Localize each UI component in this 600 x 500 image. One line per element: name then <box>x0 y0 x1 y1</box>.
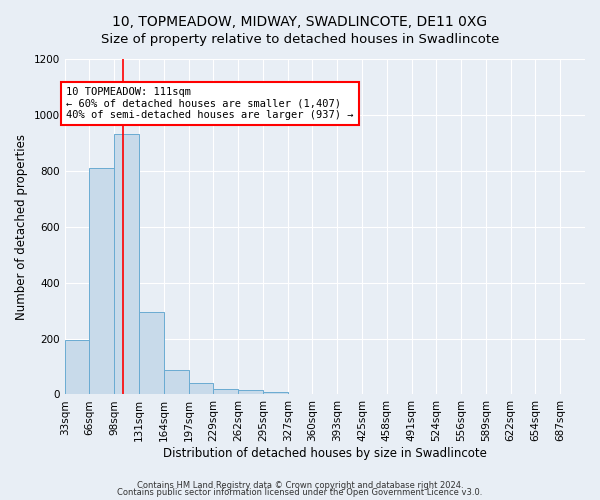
Bar <box>114 134 139 394</box>
Text: 10, TOPMEADOW, MIDWAY, SWADLINCOTE, DE11 0XG: 10, TOPMEADOW, MIDWAY, SWADLINCOTE, DE11… <box>112 15 488 29</box>
Bar <box>238 390 263 394</box>
X-axis label: Distribution of detached houses by size in Swadlincote: Distribution of detached houses by size … <box>163 447 487 460</box>
Text: Contains HM Land Registry data © Crown copyright and database right 2024.: Contains HM Land Registry data © Crown c… <box>137 480 463 490</box>
Bar <box>164 370 188 394</box>
Bar <box>139 312 164 394</box>
Y-axis label: Number of detached properties: Number of detached properties <box>15 134 28 320</box>
Bar <box>65 340 89 394</box>
Bar <box>263 392 287 394</box>
Text: Size of property relative to detached houses in Swadlincote: Size of property relative to detached ho… <box>101 32 499 46</box>
Text: Contains public sector information licensed under the Open Government Licence v3: Contains public sector information licen… <box>118 488 482 497</box>
Bar <box>89 168 114 394</box>
Bar <box>214 389 238 394</box>
Bar <box>188 384 214 394</box>
Text: 10 TOPMEADOW: 111sqm
← 60% of detached houses are smaller (1,407)
40% of semi-de: 10 TOPMEADOW: 111sqm ← 60% of detached h… <box>66 87 353 120</box>
